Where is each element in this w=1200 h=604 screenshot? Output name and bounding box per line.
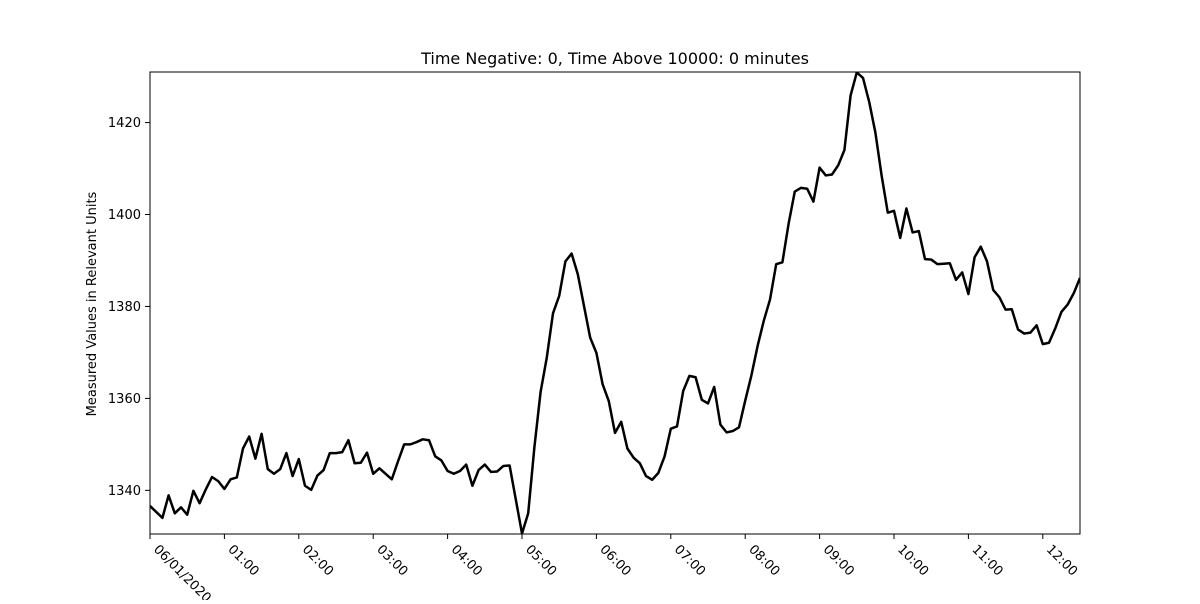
y-tick-label: 1400 — [108, 208, 141, 223]
plot-area: 1340 1360 1380 1400 1420 06/01/2020 01:00 02:00… — [108, 71, 1081, 604]
y-tick-label: 1420 — [108, 116, 141, 131]
x-tick-label: 01:00 — [225, 542, 262, 579]
x-tick-label: 02:00 — [299, 542, 336, 579]
x-tick-label: 12:00 — [1043, 542, 1080, 579]
series-line — [150, 72, 1080, 534]
x-tick-label: 03:00 — [373, 542, 410, 579]
x-tick-label: 07:00 — [671, 542, 708, 579]
chart-title: Time Negative: 0, Time Above 10000: 0 mi… — [420, 49, 809, 68]
x-tick-label: 08:00 — [745, 542, 782, 579]
x-tick-label: 04:00 — [448, 542, 485, 579]
x-tick-label: 10:00 — [894, 542, 931, 579]
x-tick-label: 05:00 — [522, 542, 559, 579]
y-axis-label: Measured Values in Relevant Units — [85, 191, 100, 416]
x-tick-label: 11:00 — [969, 542, 1006, 579]
y-tick-label: 1380 — [108, 300, 141, 315]
y-tick-label: 1360 — [108, 392, 141, 407]
x-tick-label: 09:00 — [820, 542, 857, 579]
x-tick-label: 06:00 — [597, 542, 634, 579]
plot-frame — [149, 71, 1081, 535]
y-tick-label: 1340 — [108, 484, 141, 499]
x-tick-label: 06/01/2020 — [150, 542, 214, 600]
